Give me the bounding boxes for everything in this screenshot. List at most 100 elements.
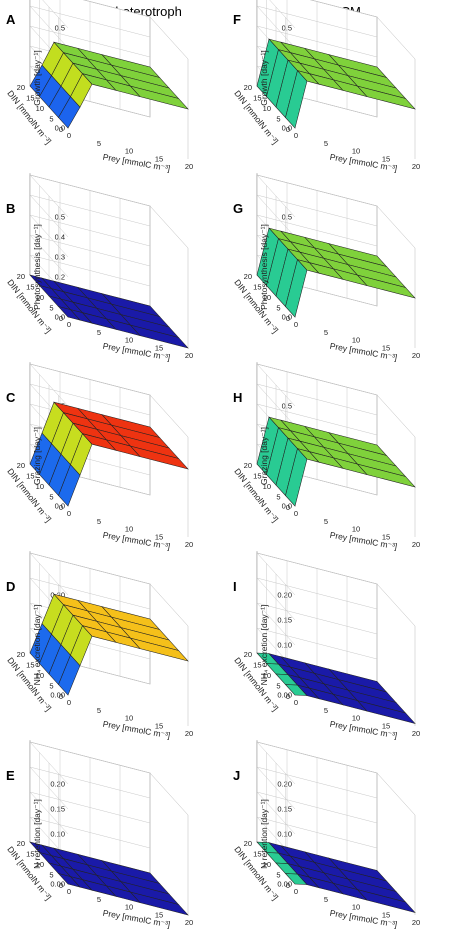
z-gridline — [256, 383, 378, 427]
z-axis-label: N retention [day⁻¹] — [32, 799, 42, 869]
z-gridline — [256, 577, 378, 621]
z-gridline — [29, 766, 151, 810]
z-gridline — [256, 816, 378, 860]
x-tick-label: 20 — [412, 729, 420, 738]
z-axis-label: Photosynthesis [day⁻¹] — [32, 224, 42, 310]
z-tick-label: 0.10 — [277, 830, 292, 839]
z-tick-label: 0.15 — [277, 616, 292, 625]
x-tick-label: 0 — [294, 320, 298, 329]
surface-cell — [129, 85, 189, 110]
x-tick-label: 10 — [125, 336, 133, 345]
z-gridline — [29, 194, 151, 238]
y-tick-label: 20 — [244, 650, 252, 659]
y-tick-label: 0 — [286, 503, 290, 512]
z-gridline — [256, 602, 378, 646]
z-tick-label: 0.15 — [50, 805, 65, 814]
x-tick-label: 5 — [97, 706, 101, 715]
x-tick-label: 10 — [352, 147, 360, 156]
x-tick-label: 5 — [97, 328, 101, 337]
y-tick-label: 0 — [59, 125, 63, 134]
panel-letter: E — [6, 768, 15, 783]
frame-edge — [376, 16, 416, 60]
y-tick-label: 20 — [17, 83, 25, 92]
z-gridline — [29, 816, 151, 860]
z-tick-label: 0.20 — [277, 780, 292, 789]
y-tick-label: 15 — [26, 472, 34, 481]
x-tick-label: 5 — [324, 328, 328, 337]
x-tick-label: 5 — [324, 895, 328, 904]
x-tick-label: 15 — [382, 721, 390, 730]
y-tick-label: 20 — [17, 461, 25, 470]
y-tick-label: 5 — [276, 682, 280, 691]
z-tick-label: 0.20 — [50, 780, 65, 789]
y-tick-label: 5 — [276, 304, 280, 313]
z-gridline — [29, 234, 151, 278]
z-gridline — [29, 214, 151, 258]
x-tick-label: 0 — [67, 131, 71, 140]
z-tick-label: 0.20 — [277, 591, 292, 600]
x-tick-label: 15 — [382, 154, 390, 163]
panel-letter: B — [6, 201, 15, 216]
y-tick-label: 20 — [17, 650, 25, 659]
x-tick-label: 0 — [294, 887, 298, 896]
z-tick-label: 0.0 — [55, 502, 65, 511]
x-tick-label: 20 — [185, 729, 193, 738]
z-gridline — [256, 791, 378, 835]
x-tick-label: 15 — [155, 532, 163, 541]
z-gridline — [29, 791, 151, 835]
y-tick-label: 10 — [36, 860, 44, 869]
y-tick-label: 0 — [59, 503, 63, 512]
x-tick-label: 15 — [155, 721, 163, 730]
z-tick-label: 0.00 — [277, 691, 292, 700]
z-axis-label: Photosynthesis [day⁻¹] — [259, 224, 269, 310]
x-tick-label: 0 — [67, 509, 71, 518]
surface-cell — [356, 700, 416, 724]
panel-letter: I — [233, 579, 237, 594]
y-tick-label: 10 — [263, 293, 271, 302]
surface-cell — [129, 637, 189, 662]
y-tick-label: 10 — [263, 671, 271, 680]
y-tick-label: 5 — [276, 493, 280, 502]
y-tick-label: 20 — [244, 272, 252, 281]
z-axis-label: NH₄ excretion [day⁻¹] — [259, 605, 269, 686]
y-tick-label: 20 — [17, 272, 25, 281]
z-gridline — [269, 0, 378, 29]
y-tick-label: 0 — [59, 881, 63, 890]
x-tick-label: 0 — [294, 509, 298, 518]
frame-edge — [149, 205, 189, 249]
z-tick-label: 0.15 — [277, 805, 292, 814]
y-tick-label: 5 — [49, 115, 53, 124]
x-tick-label: 15 — [382, 910, 390, 919]
z-gridline — [29, 5, 151, 49]
y-tick-label: 15 — [253, 850, 261, 859]
panel-letter: G — [233, 201, 243, 216]
z-axis-label: N retention [day⁻¹] — [259, 799, 269, 869]
z-tick-label: 0.0 — [282, 502, 292, 511]
frame-edge — [149, 772, 189, 816]
x-tick-label: 15 — [382, 532, 390, 541]
surface-plot-D: 0.000.050.100.150.200055101015152020Prey… — [5, 551, 193, 740]
y-tick-label: 0 — [59, 692, 63, 701]
frame-edge — [149, 16, 189, 60]
z-tick-label: 0.0 — [55, 313, 65, 322]
y-tick-label: 5 — [49, 304, 53, 313]
y-tick-label: 10 — [36, 671, 44, 680]
x-tick-label: 10 — [352, 525, 360, 534]
y-tick-label: 10 — [36, 482, 44, 491]
z-axis-label: Growth [day⁻¹] — [32, 50, 42, 106]
z-gridline — [256, 627, 378, 671]
x-tick-label: 5 — [324, 139, 328, 148]
surface-plot-E: 0.000.050.100.150.200055101015152020Prey… — [5, 740, 193, 929]
x-tick-label: 20 — [185, 918, 193, 927]
surface-cell — [129, 891, 189, 916]
panel-letter: J — [233, 768, 240, 783]
z-tick-label: 0.0 — [282, 313, 292, 322]
y-tick-label: 15 — [26, 661, 34, 670]
x-tick-label: 5 — [324, 706, 328, 715]
x-tick-label: 5 — [97, 517, 101, 526]
z-tick-label: 0.0 — [55, 124, 65, 133]
surface-plot-I: 0.000.050.100.150.200055101015152020Prey… — [232, 551, 420, 740]
